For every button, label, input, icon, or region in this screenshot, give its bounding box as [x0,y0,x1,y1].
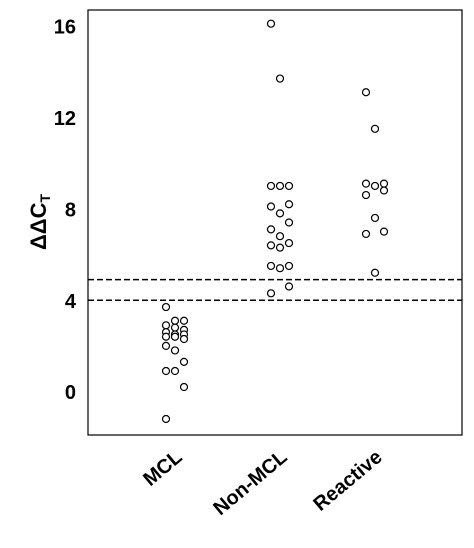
data-point [161,341,171,350]
data-point [161,366,171,376]
data-point [170,332,180,341]
data-point [266,181,276,191]
data-point [275,181,285,191]
data-point [284,218,294,227]
data-point [379,227,389,236]
data-point [284,282,294,291]
y-tick-label: 12 [54,108,76,130]
data-point [266,225,276,234]
data-point [370,213,380,223]
y-tick-label: 0 [65,382,76,404]
data-point [266,202,276,211]
data-point [266,289,276,298]
data-point [370,268,380,277]
y-axis-label: ΔΔCT [26,194,53,251]
data-point [275,209,285,218]
plot-frame [87,9,463,436]
data-point [284,200,294,209]
data-point [379,186,389,195]
data-point [361,229,371,239]
data-point [161,332,171,341]
data-point [161,321,171,330]
data-point [275,232,285,241]
x-tick-label: MCL [139,446,186,491]
data-point [179,316,189,325]
y-tick-label: 8 [65,199,76,221]
data-point [179,357,189,366]
data-point [161,414,171,424]
data-point [170,323,180,332]
data-point [170,316,180,325]
data-point [275,74,285,83]
y-tick-label: 16 [54,17,76,39]
y-label-subscript: T [37,194,53,203]
data-point [361,88,371,97]
data-point [179,382,189,392]
y-tick-label: 4 [65,291,77,313]
data-point [266,19,276,28]
data-point [370,124,380,133]
data-point [284,238,294,248]
data-point [161,302,171,312]
y-label-main: ΔΔC [26,202,51,250]
data-point [361,179,371,188]
x-tick-label: Reactive [309,446,386,516]
data-point [379,179,389,188]
data-point [266,241,276,250]
data-point [275,243,285,252]
x-tick-label: Non-MCL [209,446,291,520]
data-point [275,264,285,273]
data-point [179,334,189,344]
data-point [170,346,180,355]
data-point [266,261,276,271]
data-point [284,261,294,271]
data-point [170,366,180,376]
data-point [361,190,371,200]
data-point [284,181,294,191]
data-point [370,181,380,191]
